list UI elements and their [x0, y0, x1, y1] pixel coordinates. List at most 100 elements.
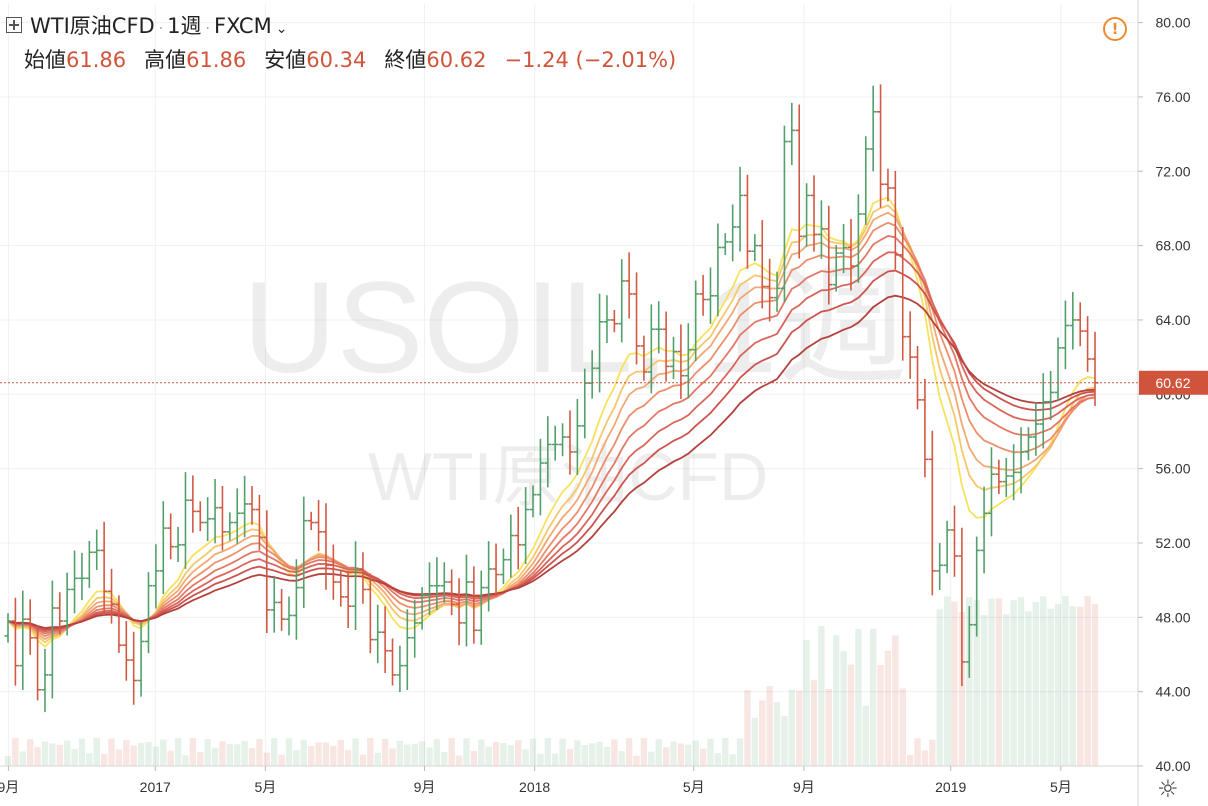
ohlc-bar[interactable]	[618, 259, 626, 343]
ohlc-bar[interactable]	[1039, 373, 1047, 449]
ohlc-bar[interactable]	[108, 568, 116, 624]
ohlc-bar[interactable]	[655, 301, 663, 354]
source-label[interactable]: FXCM	[213, 14, 272, 38]
ohlc-bar[interactable]	[174, 526, 182, 563]
ohlc-bar[interactable]	[34, 625, 42, 701]
ohlc-bar[interactable]	[877, 84, 885, 208]
ohlc-bar[interactable]	[714, 223, 722, 317]
ohlc-bar[interactable]	[603, 295, 611, 343]
ohlc-bar[interactable]	[633, 272, 641, 365]
ohlc-bar[interactable]	[906, 311, 914, 379]
ohlc-bar[interactable]	[559, 423, 567, 457]
ohlc-bar[interactable]	[1002, 457, 1010, 498]
ohlc-bar[interactable]	[943, 520, 951, 574]
ohlc-bar[interactable]	[766, 258, 774, 322]
ohlc-bar[interactable]	[529, 485, 537, 518]
ohlc-bar[interactable]	[721, 233, 729, 255]
ohlc-bar[interactable]	[499, 548, 507, 585]
ohlc-bar[interactable]	[359, 552, 367, 604]
ohlc-bar[interactable]	[411, 599, 419, 658]
ohlc-bar[interactable]	[322, 503, 330, 590]
ohlc-bar[interactable]	[100, 521, 108, 616]
ohlc-bar[interactable]	[522, 487, 530, 565]
ohlc-bar[interactable]	[699, 274, 707, 316]
ohlc-bar[interactable]	[810, 175, 818, 252]
ohlc-bar[interactable]	[196, 501, 204, 532]
ohlc-bar[interactable]	[803, 183, 811, 247]
ohlc-bar[interactable]	[1047, 370, 1055, 421]
ohlc-bar[interactable]	[159, 501, 167, 595]
ohlc-bar[interactable]	[884, 168, 892, 202]
ohlc-bar[interactable]	[677, 324, 685, 399]
ohlc-bar[interactable]	[292, 559, 300, 640]
ohlc-bar[interactable]	[862, 136, 870, 225]
ohlc-bar[interactable]	[56, 592, 64, 635]
ohlc-bar[interactable]	[418, 587, 426, 630]
ohlc-bar[interactable]	[1024, 427, 1032, 461]
ohlc-bar[interactable]	[514, 506, 522, 570]
ohlc-bar[interactable]	[278, 588, 286, 631]
ohlc-bar[interactable]	[470, 566, 478, 644]
ohlc-bar[interactable]	[795, 104, 803, 259]
ohlc-bar[interactable]	[263, 510, 271, 634]
ohlc-bar[interactable]	[63, 572, 71, 636]
ohlc-bar[interactable]	[115, 595, 123, 653]
ohlc-bar[interactable]	[854, 194, 862, 283]
ohlc-bar[interactable]	[329, 544, 337, 600]
ohlc-bar[interactable]	[965, 606, 973, 678]
gear-icon[interactable]: ☼	[1157, 775, 1179, 803]
ohlc-bar[interactable]	[248, 486, 256, 525]
ohlc-bar[interactable]	[840, 223, 848, 274]
ohlc-bar[interactable]	[93, 529, 101, 571]
ohlc-bar[interactable]	[951, 505, 959, 577]
ohlc-bar[interactable]	[300, 496, 308, 609]
ohlc-bar[interactable]	[204, 497, 212, 542]
chevron-down-icon[interactable]: ⌄	[275, 21, 288, 37]
ohlc-bar[interactable]	[743, 174, 751, 269]
ohlc-bar[interactable]	[396, 645, 404, 693]
ohlc-bar[interactable]	[137, 622, 145, 697]
ohlc-bar[interactable]	[337, 570, 345, 607]
ohlc-bar[interactable]	[507, 514, 515, 578]
ohlc-bar[interactable]	[1054, 337, 1062, 402]
ohlc-bar[interactable]	[440, 562, 448, 603]
ohlc-bar[interactable]	[167, 513, 175, 560]
ohlc-bar[interactable]	[914, 346, 922, 410]
ohlc-bar[interactable]	[566, 410, 574, 475]
ohlc-bar[interactable]	[788, 102, 796, 166]
ohlc-bar[interactable]	[551, 425, 559, 461]
ohlc-bar[interactable]	[11, 597, 19, 686]
ohlc-bar[interactable]	[71, 550, 79, 614]
ohlc-bar[interactable]	[1010, 444, 1018, 501]
ohlc-bar[interactable]	[1061, 300, 1069, 370]
ohlc-bar[interactable]	[573, 398, 581, 476]
ohlc-bar[interactable]	[144, 572, 152, 654]
ohlc-bar[interactable]	[936, 542, 944, 591]
ohlc-bar[interactable]	[832, 245, 840, 292]
ohlc-bar[interactable]	[425, 562, 433, 616]
ohlc-bar[interactable]	[891, 170, 899, 270]
ohlc-bar[interactable]	[477, 570, 485, 645]
ohlc-bar[interactable]	[455, 578, 463, 646]
ohlc-bar[interactable]	[544, 416, 552, 488]
interval-label[interactable]: 1週	[167, 14, 202, 38]
ohlc-bar[interactable]	[315, 499, 323, 552]
ohlc-bar[interactable]	[26, 599, 34, 655]
ohlc-bar[interactable]	[152, 544, 160, 609]
ohlc-bar[interactable]	[670, 336, 678, 380]
ohlc-bar[interactable]	[995, 459, 1003, 495]
ohlc-bar[interactable]	[817, 200, 825, 259]
ohlc-bar[interactable]	[1069, 291, 1077, 350]
ohlc-bar[interactable]	[825, 205, 833, 305]
ohlc-bar[interactable]	[218, 486, 226, 551]
ohlc-bar[interactable]	[48, 580, 56, 699]
ohlc-bar[interactable]	[433, 557, 441, 611]
ohlc-bar[interactable]	[662, 311, 670, 382]
ohlc-bar[interactable]	[1032, 402, 1040, 456]
ohlc-bar[interactable]	[352, 541, 360, 630]
ohlc-bar[interactable]	[130, 631, 138, 705]
ohlc-bar[interactable]	[684, 323, 692, 399]
ohlc-bar[interactable]	[625, 252, 633, 319]
ohlc-bar[interactable]	[980, 486, 988, 574]
ohlc-bar[interactable]	[344, 571, 352, 629]
